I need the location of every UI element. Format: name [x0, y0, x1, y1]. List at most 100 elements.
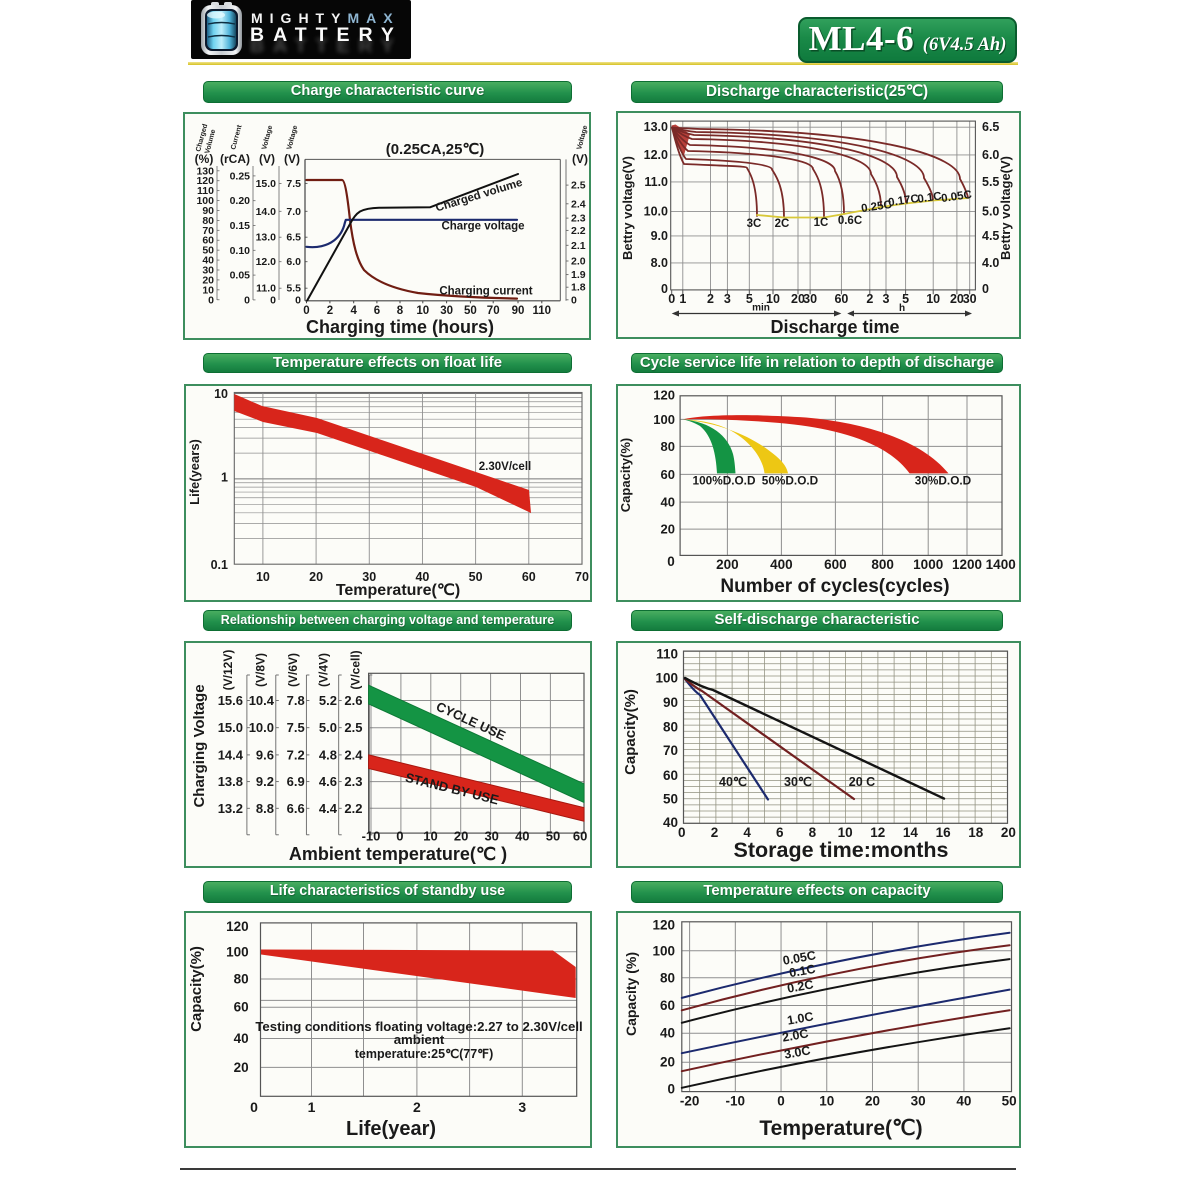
svg-text:Bettry voltage(V): Bettry voltage(V) — [620, 156, 635, 260]
svg-text:5.5: 5.5 — [982, 175, 999, 189]
svg-text:0: 0 — [661, 282, 668, 296]
svg-text:(V/4V): (V/4V) — [316, 653, 330, 687]
svg-text:1.9: 1.9 — [571, 269, 586, 281]
svg-text:(V): (V) — [572, 152, 588, 166]
svg-text:6.0: 6.0 — [286, 256, 301, 268]
svg-text:2: 2 — [413, 1099, 421, 1115]
svg-text:2.3: 2.3 — [344, 774, 362, 789]
svg-text:min: min — [752, 303, 770, 314]
svg-text:10: 10 — [416, 305, 429, 317]
svg-text:600: 600 — [824, 557, 847, 572]
svg-text:10: 10 — [766, 292, 780, 306]
svg-text:4.0: 4.0 — [982, 256, 999, 270]
svg-text:Capacity(%): Capacity(%) — [618, 438, 633, 512]
svg-text:110: 110 — [656, 646, 678, 661]
svg-text:110: 110 — [533, 305, 552, 317]
svg-text:100: 100 — [226, 944, 249, 959]
svg-text:(%): (%) — [195, 152, 214, 166]
svg-text:Discharge time: Discharge time — [770, 317, 899, 337]
svg-text:70: 70 — [202, 225, 214, 237]
svg-text:Number of cycles(cycles): Number of cycles(cycles) — [720, 576, 949, 597]
svg-text:30℃: 30℃ — [784, 775, 812, 789]
svg-text:5.0: 5.0 — [319, 720, 337, 735]
svg-text:11.0: 11.0 — [256, 283, 276, 295]
svg-text:0: 0 — [303, 305, 309, 317]
svg-text:8: 8 — [397, 305, 404, 317]
svg-text:2.2: 2.2 — [571, 225, 586, 237]
svg-text:110: 110 — [197, 185, 214, 197]
svg-text:2.5: 2.5 — [571, 180, 586, 192]
svg-text:(rCA): (rCA) — [220, 152, 250, 166]
svg-text:4: 4 — [350, 305, 357, 317]
svg-text:60: 60 — [663, 768, 678, 783]
svg-text:0: 0 — [244, 294, 250, 306]
svg-text:18: 18 — [968, 825, 984, 840]
svg-text:0.25: 0.25 — [230, 170, 251, 182]
svg-text:Testing conditions floating vo: Testing conditions floating voltage:2.27… — [255, 1019, 582, 1034]
svg-text:30: 30 — [963, 292, 977, 306]
svg-text:100: 100 — [652, 943, 675, 958]
svg-text:30: 30 — [803, 292, 817, 306]
svg-text:Temperature(℃): Temperature(℃) — [759, 1117, 922, 1140]
svg-text:40: 40 — [515, 829, 529, 844]
svg-text:9.2: 9.2 — [256, 774, 274, 789]
svg-text:0.15: 0.15 — [230, 220, 251, 232]
svg-text:13.0: 13.0 — [644, 120, 668, 134]
svg-text:6.6: 6.6 — [287, 801, 305, 816]
svg-text:100%D.O.D: 100%D.O.D — [693, 474, 756, 488]
svg-text:2: 2 — [866, 292, 873, 306]
svg-text:Capacity(%): Capacity(%) — [622, 689, 639, 775]
svg-text:20: 20 — [791, 292, 805, 306]
svg-text:50: 50 — [469, 570, 483, 584]
svg-text:2.0C: 2.0C — [781, 1026, 809, 1044]
svg-text:0: 0 — [668, 292, 675, 306]
svg-text:50: 50 — [464, 305, 477, 317]
svg-text:0: 0 — [667, 554, 675, 569]
svg-text:40: 40 — [234, 1031, 249, 1046]
svg-text:50: 50 — [1002, 1094, 1017, 1109]
svg-text:9.6: 9.6 — [256, 747, 274, 762]
svg-text:70: 70 — [575, 570, 589, 584]
svg-text:Ambient temperature(℃ ): Ambient temperature(℃ ) — [289, 844, 507, 864]
svg-text:800: 800 — [871, 557, 894, 572]
svg-text:30%D.O.D: 30%D.O.D — [915, 474, 972, 488]
svg-text:130: 130 — [196, 165, 214, 177]
svg-text:20: 20 — [660, 1055, 675, 1070]
svg-text:(V/8V): (V/8V) — [254, 653, 268, 687]
svg-text:120: 120 — [226, 919, 249, 934]
svg-text:0: 0 — [777, 1094, 785, 1109]
svg-text:8: 8 — [809, 825, 817, 840]
svg-text:-20: -20 — [680, 1094, 700, 1109]
svg-text:1000: 1000 — [913, 557, 943, 572]
svg-text:1: 1 — [221, 471, 228, 485]
svg-text:200: 200 — [716, 557, 739, 572]
svg-text:0.1C: 0.1C — [917, 190, 943, 205]
svg-text:20: 20 — [309, 570, 323, 584]
svg-text:120: 120 — [652, 918, 675, 933]
svg-text:2: 2 — [707, 292, 714, 306]
svg-text:h: h — [899, 303, 905, 314]
svg-text:6: 6 — [776, 825, 784, 840]
svg-text:4: 4 — [743, 825, 751, 840]
svg-text:0.6C: 0.6C — [838, 215, 862, 227]
svg-text:(0.25CA,25℃): (0.25CA,25℃) — [386, 141, 485, 158]
svg-text:2C: 2C — [775, 218, 790, 230]
svg-text:(V): (V) — [284, 152, 300, 166]
svg-text:10: 10 — [256, 570, 270, 584]
svg-text:50: 50 — [546, 829, 560, 844]
svg-text:1: 1 — [679, 292, 686, 306]
svg-text:5.2: 5.2 — [319, 693, 337, 708]
svg-text:0.17C: 0.17C — [888, 193, 920, 209]
svg-text:6.9: 6.9 — [287, 774, 305, 789]
svg-text:10: 10 — [423, 829, 437, 844]
svg-text:9.0: 9.0 — [651, 229, 668, 243]
svg-text:40℃: 40℃ — [719, 775, 747, 789]
svg-text:40: 40 — [415, 570, 429, 584]
svg-text:Charging time (hours): Charging time (hours) — [306, 317, 494, 337]
svg-text:40: 40 — [661, 495, 675, 510]
svg-text:Capacity (%): Capacity (%) — [623, 952, 639, 1036]
svg-text:0.1: 0.1 — [211, 558, 228, 572]
svg-text:60: 60 — [234, 1000, 249, 1015]
svg-text:11.0: 11.0 — [644, 175, 668, 189]
svg-text:Life(years): Life(years) — [187, 439, 202, 505]
